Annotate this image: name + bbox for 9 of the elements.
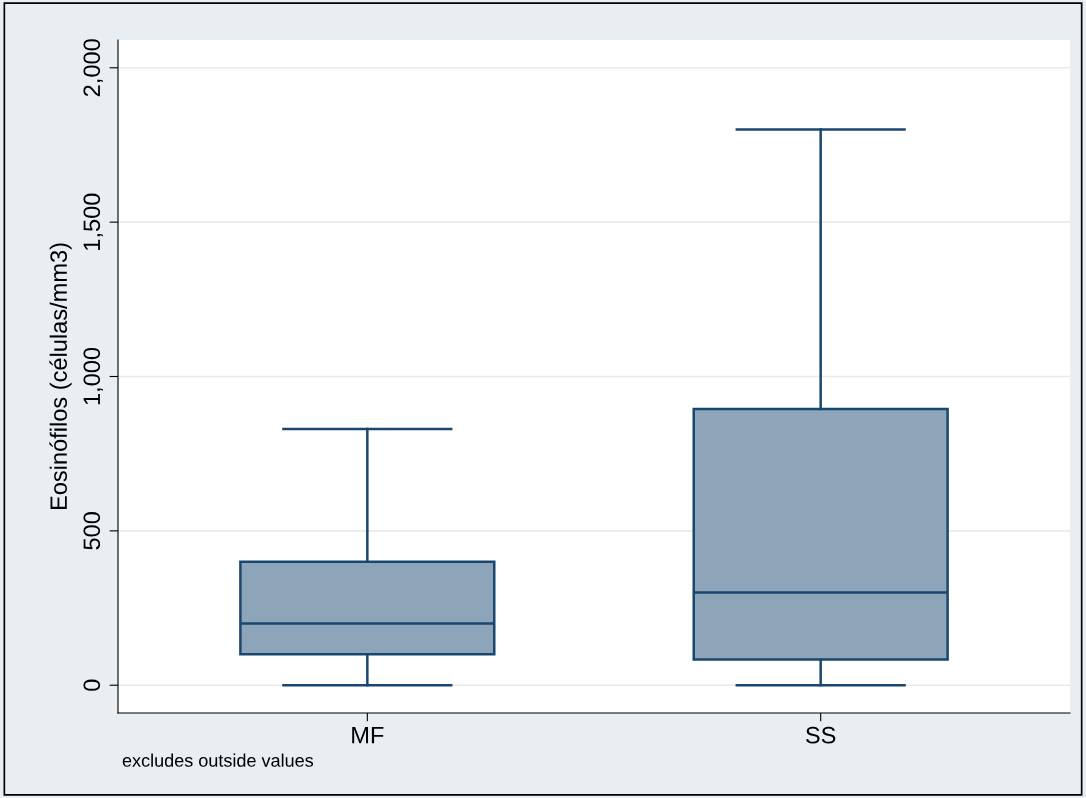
x-tick-label: MF [352,727,384,744]
y-tick-label: 2,000 [83,39,103,97]
y-axis-title: Eosinófilos (células/mm3) [49,243,72,510]
x-tick-label: SS [805,726,836,744]
y-tick-label: 500 [83,512,101,550]
y-tick-label: 1,000 [83,347,103,405]
text: excludes outside values [122,753,314,767]
y-tick-label: 0 [83,679,101,691]
y-tick-label: 1,500 [83,193,103,250]
